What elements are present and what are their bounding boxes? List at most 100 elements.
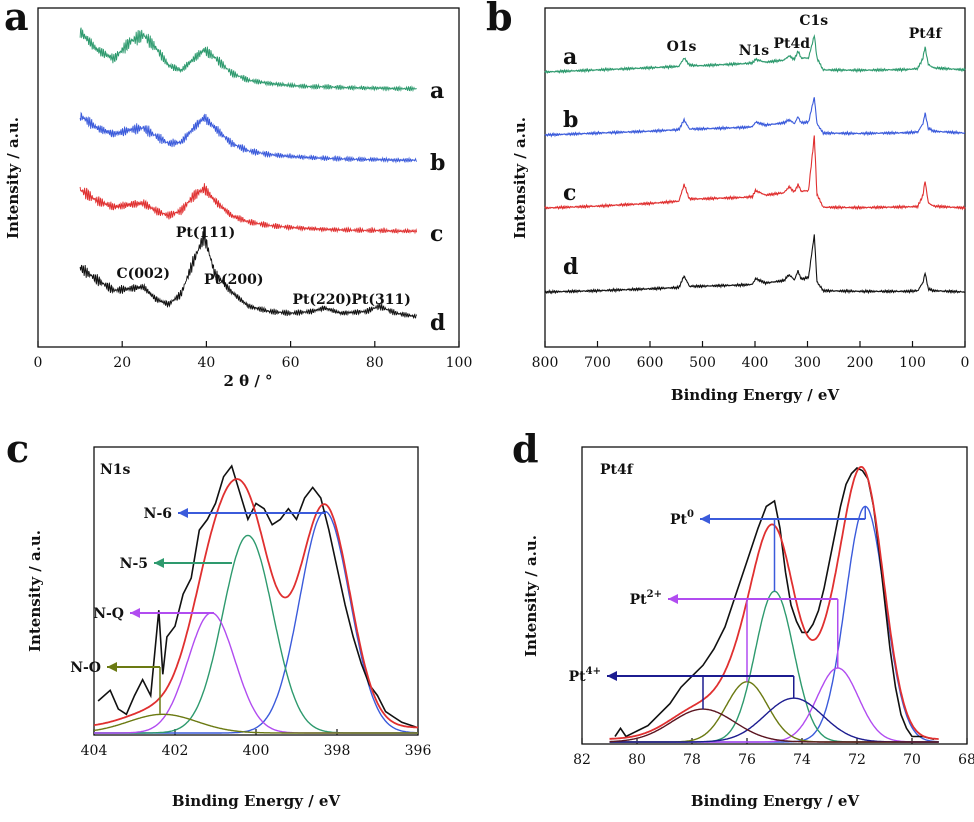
- x-ticks-b: 800 700 600 500 400 300 200 100 0: [532, 341, 970, 371]
- label-arrowhead-pt2: [668, 594, 678, 604]
- plot-frame-a: [37, 7, 460, 348]
- y-axis-label-b: Intensity / a.u.: [511, 117, 529, 239]
- component-curve-pt2: [609, 667, 939, 743]
- label-base-pt0: Pt: [670, 512, 688, 528]
- x-tick-label-d: 72: [848, 752, 866, 768]
- x-tick-label-b: 0: [961, 355, 970, 371]
- label-arrowhead-n-q: [130, 608, 140, 618]
- x-tick-label-c: 396: [405, 743, 432, 759]
- x-ticks-c: 404 402 400 398 396: [81, 729, 432, 759]
- x-tick-label-c: 402: [162, 743, 189, 759]
- panel-a-xrd-chart: a 0 20 40 60 80 100 a b c d C(002) Pt(111) Pt(200)…: [4, 0, 472, 390]
- series-line-d: [544, 234, 966, 295]
- component-label-n-o: N-O: [70, 660, 101, 676]
- component-label-pt2: Pt2+: [630, 589, 662, 608]
- series-curves-a: [79, 27, 418, 320]
- label-sup-pt4: 4+: [586, 666, 601, 677]
- raw-data-line: [97, 464, 419, 729]
- peak-label-c1s: C1s: [799, 13, 828, 29]
- peak-annotations-b: O1s N1s Pt4d C1s Pt4f: [667, 13, 943, 59]
- x-tick-label-d: 76: [738, 752, 756, 768]
- peak-label-c-002: C(002): [116, 266, 170, 282]
- x-tick-label-b: 500: [689, 355, 716, 371]
- component-label-pt4: Pt4+: [569, 666, 601, 685]
- label-arrowhead-n-o: [107, 662, 117, 672]
- trace-label-a: a: [563, 44, 577, 70]
- series-curves-b: [544, 33, 966, 295]
- x-tick-label-d: 82: [573, 752, 591, 768]
- x-tick-label-a: 80: [366, 355, 384, 371]
- x-tick-label-b: 700: [584, 355, 611, 371]
- component-curve-pt4: [609, 708, 939, 743]
- series-line-a: [79, 27, 417, 93]
- peak-label-pt-220: Pt(220): [292, 292, 351, 308]
- y-axis-label-d: Intensity / a.u.: [522, 535, 540, 657]
- x-tick-label-a: 100: [446, 355, 473, 371]
- peak-label-n1s: N1s: [739, 43, 770, 59]
- series-line-c: [544, 135, 966, 211]
- fit-curves-d: [609, 465, 939, 743]
- series-line-a: [544, 33, 966, 74]
- peak-label-pt-311: Pt(311): [351, 292, 410, 308]
- x-tick-label-d: 68: [958, 752, 974, 768]
- component-curve-pt0: [609, 590, 939, 743]
- x-tick-label-b: 200: [847, 355, 874, 371]
- fit-envelope-line: [93, 478, 418, 729]
- x-tick-label-d: 80: [628, 752, 646, 768]
- x-tick-label-c: 400: [243, 743, 270, 759]
- component-label-n-5: N-5: [120, 556, 148, 572]
- component-curve-n-q: [94, 612, 418, 734]
- panel-title-d: Pt4f: [600, 462, 634, 478]
- component-curve-n-o: [93, 713, 418, 734]
- label-sup-pt0: 0: [687, 509, 694, 520]
- plot-frame-d: [581, 446, 968, 745]
- x-tick-label-a: 60: [282, 355, 300, 371]
- label-arrowhead-n-5: [154, 558, 164, 568]
- x-tick-label-b: 100: [899, 355, 926, 371]
- component-curve-pt4: [609, 697, 939, 743]
- panel-letter-c: c: [6, 426, 29, 471]
- peak-annotations-a: C(002) Pt(111) Pt(200) Pt(220) Pt(311): [116, 225, 410, 308]
- panel-letter-d: d: [512, 426, 539, 471]
- trace-labels-a: a b c d: [430, 78, 445, 336]
- x-tick-label-d: 74: [793, 752, 811, 768]
- x-tick-label-a: 20: [113, 355, 131, 371]
- x-tick-label-a: 40: [197, 355, 215, 371]
- y-axis-label-a: Intensity / a.u.: [4, 117, 22, 239]
- x-axis-label-d: Binding Energy / eV: [691, 792, 860, 810]
- component-label-pt0: Pt0: [670, 509, 694, 528]
- label-base-pt2: Pt: [630, 592, 648, 608]
- peak-label-pt-200: Pt(200): [204, 272, 263, 288]
- x-tick-label-c: 404: [81, 743, 108, 759]
- trace-label-a: a: [430, 78, 444, 104]
- trace-labels-b: a b c d: [563, 44, 578, 280]
- trace-label-c: c: [563, 180, 576, 206]
- series-line-b: [544, 97, 966, 138]
- peak-label-pt-111: Pt(111): [176, 225, 235, 241]
- trace-label-b: b: [430, 150, 445, 176]
- x-tick-label-a: 0: [34, 355, 43, 371]
- x-axis-label-b: Binding Energy / eV: [671, 386, 840, 404]
- fit-curves-c: [93, 464, 419, 734]
- x-tick-label-d: 70: [903, 752, 921, 768]
- plot-frame-c: [93, 446, 419, 736]
- x-axis-label-a: 2 θ / °: [223, 372, 272, 390]
- label-base-pt4: Pt: [569, 669, 587, 685]
- component-labels-c: N-6 N-5 N-Q N-O: [70, 506, 326, 714]
- series-line-b: [79, 111, 418, 164]
- panel-title-c: N1s: [100, 462, 131, 478]
- x-axis-label-c: Binding Energy / eV: [172, 792, 341, 810]
- trace-label-d: d: [430, 310, 445, 336]
- label-arrowhead-n-6: [178, 508, 188, 518]
- component-curve-pt2: [609, 681, 939, 743]
- series-line-d: [79, 229, 417, 320]
- panel-letter-b: b: [486, 0, 513, 39]
- x-tick-label-b: 400: [742, 355, 769, 371]
- peak-label-pt4d: Pt4d: [773, 36, 810, 52]
- peak-label-o1s: O1s: [667, 39, 697, 55]
- label-sup-pt2: 2+: [647, 589, 662, 600]
- component-label-n-q: N-Q: [93, 606, 124, 622]
